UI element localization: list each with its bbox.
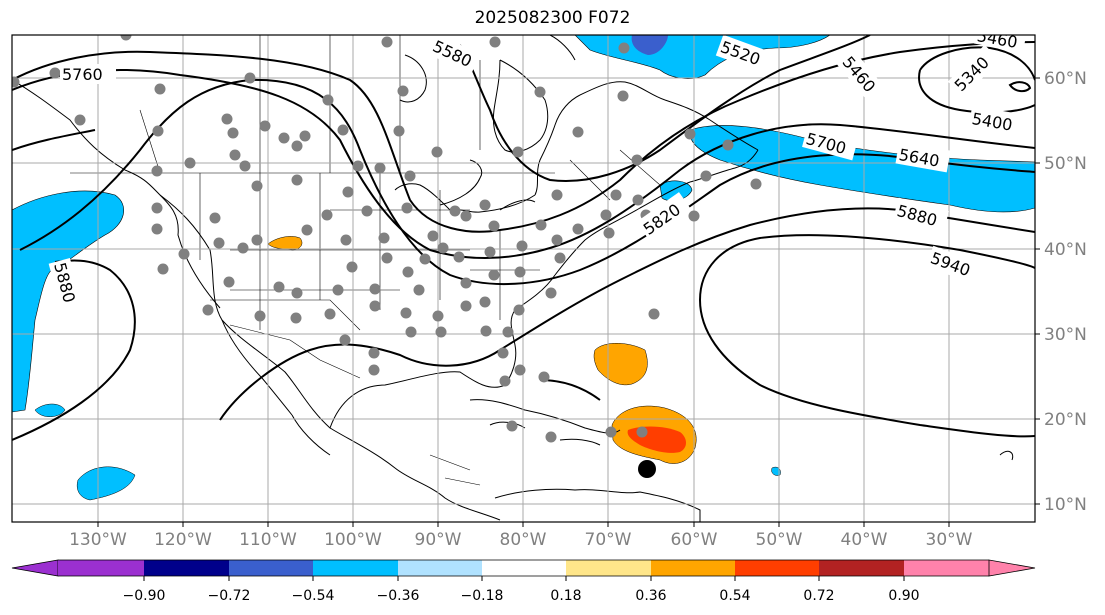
- longitude-label: 60°W: [671, 530, 718, 550]
- colorbar-segment: [229, 560, 313, 576]
- latitude-label: 40°N: [1044, 240, 1087, 260]
- colorbar-segment: [819, 560, 904, 576]
- colorbar-tick-label: 0.90: [888, 588, 919, 604]
- longitude-label: 130°W: [69, 530, 127, 550]
- colorbar-segment: [735, 560, 819, 576]
- contour-label: 5760: [62, 65, 103, 84]
- longitude-label: 50°W: [756, 530, 803, 550]
- latitude-label: 60°N: [1044, 69, 1087, 89]
- longitude-label: 40°W: [841, 530, 888, 550]
- blue-anomaly-pacific: [12, 190, 124, 413]
- station-markers: [12, 35, 762, 443]
- purple-anomaly-greenland: [631, 35, 668, 55]
- longitude-label: 90°W: [415, 530, 462, 550]
- colorbar-segment: [482, 560, 566, 576]
- latitude-label: 20°N: [1044, 410, 1087, 430]
- blue-anomaly-tiny: [771, 466, 781, 476]
- colorbar: −0.90 −0.72 −0.54 −0.36 −0.18 0.18 0.36 …: [11, 559, 1036, 604]
- latitude-label: 30°N: [1044, 325, 1087, 345]
- orange-anomaly-bermuda: [593, 343, 648, 386]
- colorbar-segment: [566, 560, 651, 576]
- colorbar-tick-label: 0.36: [635, 588, 666, 604]
- storm-center-marker: [638, 460, 656, 478]
- colorbar-segment: [144, 560, 229, 576]
- axis-ticks: [97, 77, 1040, 527]
- colorbar-tick-label: 0.54: [719, 588, 750, 604]
- latitude-axis-labels: 60°N 50°N 40°N 30°N 20°N 10°N: [1044, 69, 1087, 515]
- latitude-label: 50°N: [1044, 154, 1087, 174]
- colorbar-segment: [58, 560, 144, 576]
- colorbar-tick-label: −0.18: [461, 588, 504, 604]
- graticule: [12, 35, 1035, 522]
- colorbar-segment: [651, 560, 735, 576]
- colorbar-tick-label: 0.72: [803, 588, 834, 604]
- colorbar-extend-low: [11, 559, 59, 577]
- longitude-label: 80°W: [500, 530, 547, 550]
- colorbar-tick-label: 0.18: [550, 588, 581, 604]
- blue-anomaly-baja: [76, 466, 136, 501]
- colorbar-tick-label: −0.54: [292, 588, 335, 604]
- longitude-label: 100°W: [324, 530, 382, 550]
- colorbar-tick-label: −0.90: [123, 588, 166, 604]
- latitude-label: 10°N: [1044, 495, 1087, 515]
- longitude-axis-labels: 130°W 120°W 110°W 100°W 90°W 80°W 70°W 6…: [69, 530, 973, 550]
- colorbar-segment: [398, 560, 482, 576]
- colorbar-segment: [904, 560, 989, 576]
- map-title: 2025082300 F072: [474, 8, 631, 28]
- longitude-label: 30°W: [926, 530, 973, 550]
- colorbar-segment: [313, 560, 398, 576]
- blue-anomaly-small: [34, 403, 66, 417]
- longitude-label: 110°W: [239, 530, 297, 550]
- colorbar-tick-label: −0.36: [377, 588, 420, 604]
- longitude-label: 70°W: [585, 530, 632, 550]
- longitude-label: 120°W: [154, 530, 212, 550]
- colorbar-tick-label: −0.72: [208, 588, 251, 604]
- colorbar-extend-high: [988, 559, 1036, 577]
